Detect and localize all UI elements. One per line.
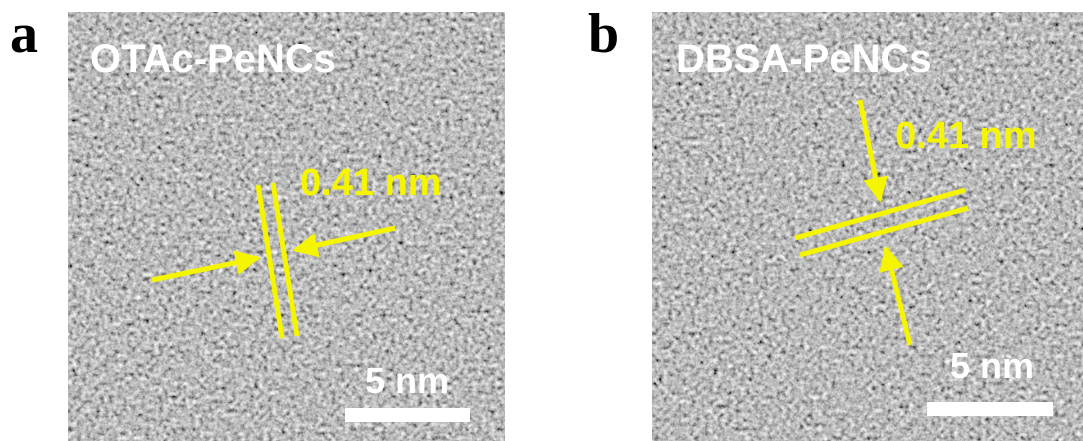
scale-bar — [927, 402, 1053, 416]
panel-a: a OTAc-PeNCs 0.41 nm 5 nm — [10, 3, 505, 441]
panel-label: b — [588, 3, 619, 65]
scale-bar — [345, 408, 470, 422]
scale-label: 5 nm — [950, 345, 1034, 386]
panel-title: OTAc-PeNCs — [90, 37, 336, 81]
spacing-label: 0.41 nm — [895, 115, 1037, 157]
scale-label: 5 nm — [365, 360, 449, 401]
spacing-label: 0.41 nm — [300, 162, 442, 204]
figure: a OTAc-PeNCs 0.41 nm 5 nm b DBSA-PeNCs 0… — [0, 0, 1083, 441]
panel-title: DBSA-PeNCs — [676, 37, 932, 81]
panel-b: b DBSA-PeNCs 0.41 nm 5 nm — [588, 3, 1083, 441]
panel-label: a — [10, 3, 38, 65]
